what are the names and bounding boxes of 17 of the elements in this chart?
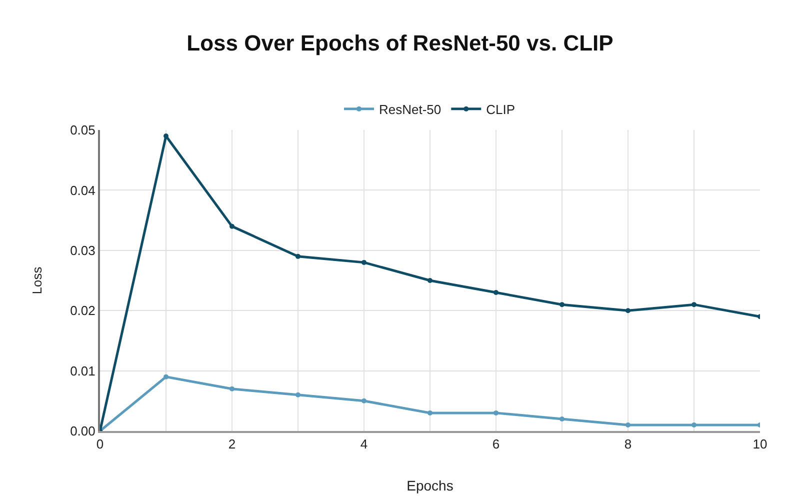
y-tick-label: 0.03 <box>70 242 96 258</box>
x-tick-label: 4 <box>360 436 368 452</box>
y-tick-label: 0.04 <box>70 182 96 198</box>
legend-label: ResNet-50 <box>379 102 442 117</box>
y-tick-label: 0.01 <box>70 363 96 378</box>
y-tick-label: 0.00 <box>70 424 96 439</box>
x-tick-label: 6 <box>492 436 500 452</box>
x-tick-label: 2 <box>228 436 236 452</box>
x-tick-label: 10 <box>752 436 768 452</box>
legend-label: CLIP <box>486 102 516 117</box>
x-tick-label: 0 <box>96 436 104 452</box>
x-axis-title: Epochs <box>406 477 454 494</box>
chart-title: Loss Over Epochs of ResNet-50 vs. CLIP <box>186 30 614 56</box>
y-tick-label: 0.05 <box>70 122 96 138</box>
y-tick-label: 0.02 <box>70 303 96 318</box>
y-axis-title: Loss <box>30 266 45 294</box>
x-tick-label: 8 <box>624 436 632 452</box>
